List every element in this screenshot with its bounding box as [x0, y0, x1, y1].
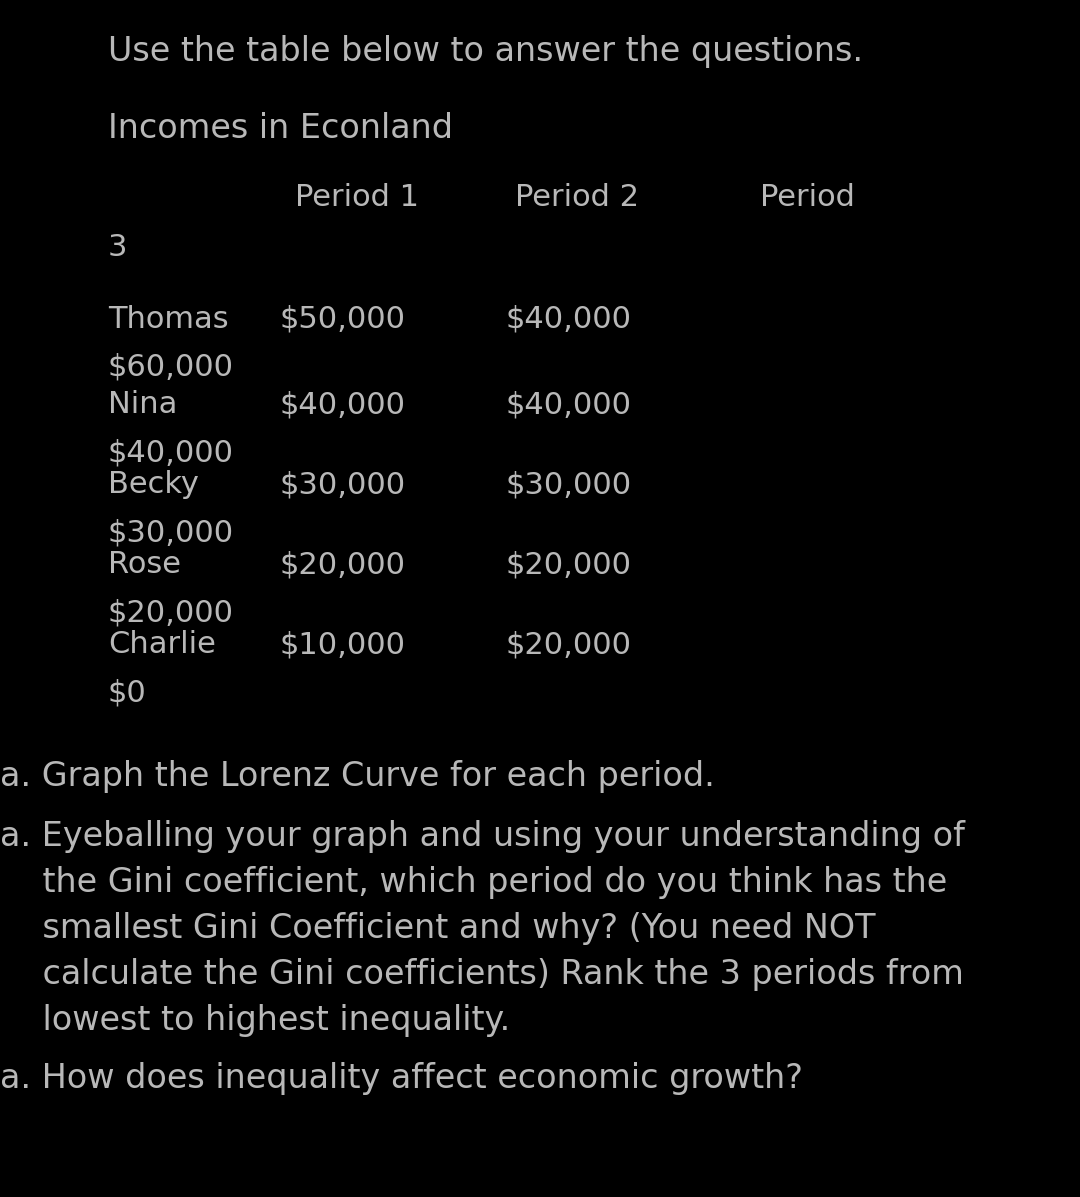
Text: Period 1: Period 1: [295, 183, 419, 212]
Text: $20,000: $20,000: [505, 549, 631, 579]
Text: lowest to highest inequality.: lowest to highest inequality.: [0, 1004, 510, 1037]
Text: Use the table below to answer the questions.: Use the table below to answer the questi…: [108, 35, 863, 68]
Text: $40,000: $40,000: [505, 390, 631, 419]
Text: $40,000: $40,000: [108, 438, 234, 467]
Text: $20,000: $20,000: [108, 598, 234, 627]
Text: Rose: Rose: [108, 549, 181, 579]
Text: Charlie: Charlie: [108, 630, 216, 660]
Text: the Gini coefficient, which period do you think has the: the Gini coefficient, which period do yo…: [0, 865, 947, 899]
Text: smallest Gini Coefficient and why? (You need NOT: smallest Gini Coefficient and why? (You …: [0, 912, 876, 944]
Text: $30,000: $30,000: [108, 518, 234, 547]
Text: $30,000: $30,000: [280, 470, 406, 499]
Text: Becky: Becky: [108, 470, 199, 499]
Text: Nina: Nina: [108, 390, 177, 419]
Text: $60,000: $60,000: [108, 353, 234, 382]
Text: Period 2: Period 2: [515, 183, 639, 212]
Text: $20,000: $20,000: [280, 549, 406, 579]
Text: a. Eyeballing your graph and using your understanding of: a. Eyeballing your graph and using your …: [0, 820, 964, 853]
Text: calculate the Gini coefficients) Rank the 3 periods from: calculate the Gini coefficients) Rank th…: [0, 958, 963, 991]
Text: $50,000: $50,000: [280, 305, 406, 334]
Text: a. Graph the Lorenz Curve for each period.: a. Graph the Lorenz Curve for each perio…: [0, 760, 715, 792]
Text: $20,000: $20,000: [505, 630, 631, 660]
Text: $30,000: $30,000: [505, 470, 631, 499]
Text: Incomes in Econland: Incomes in Econland: [108, 113, 453, 145]
Text: Thomas: Thomas: [108, 305, 229, 334]
Text: 3: 3: [108, 233, 127, 262]
Text: $10,000: $10,000: [280, 630, 406, 660]
Text: $0: $0: [108, 678, 147, 707]
Text: $40,000: $40,000: [280, 390, 406, 419]
Text: Period: Period: [760, 183, 855, 212]
Text: a. How does inequality affect economic growth?: a. How does inequality affect economic g…: [0, 1062, 804, 1095]
Text: $40,000: $40,000: [505, 305, 631, 334]
